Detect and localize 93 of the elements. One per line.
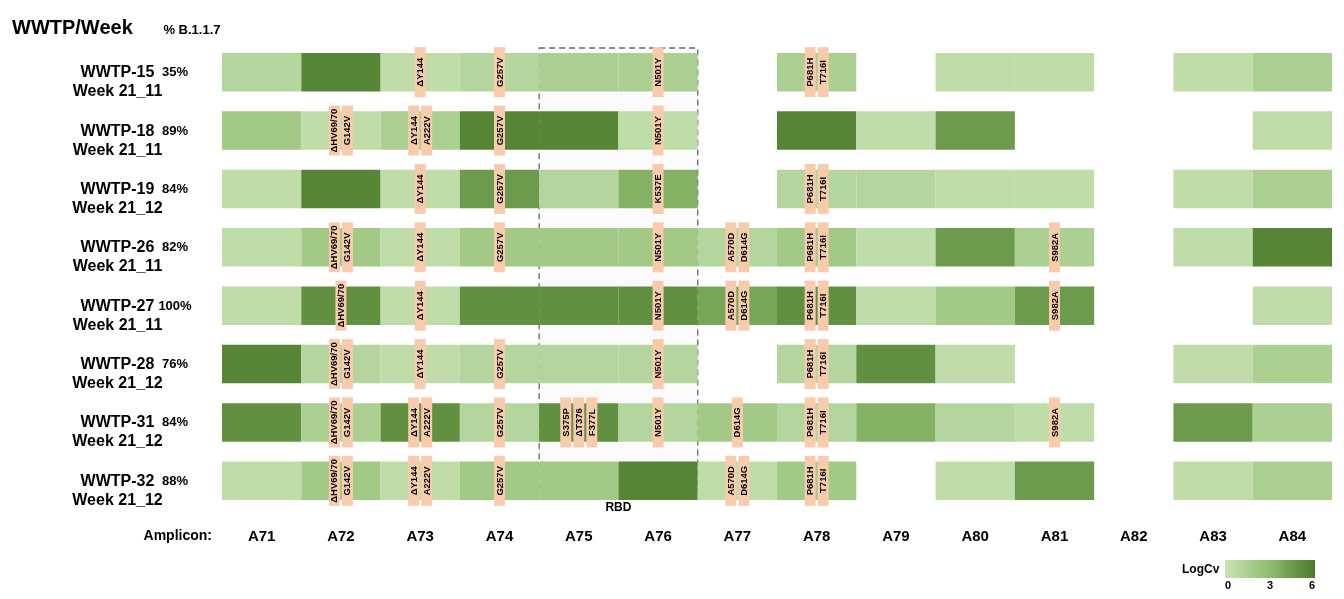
x-tick-label: A83 <box>1199 526 1227 544</box>
text: G142V <box>341 349 353 379</box>
color-bar-label: 3 <box>1266 579 1274 591</box>
text: ΔY144 <box>407 116 419 146</box>
x-tick-label: A84 <box>1278 526 1307 544</box>
y-tick-label: WWTP-15 Week 21_11 <box>72 63 163 100</box>
y-tick-label: WWTP-32 Week 21_12 <box>72 471 163 508</box>
text: P681H <box>804 407 816 437</box>
text: T716I <box>817 60 829 85</box>
text: T716I <box>817 351 829 377</box>
x-tick-label: A77 <box>723 526 752 544</box>
chart-title: WWTP/Week <box>12 16 134 38</box>
y-tick-label: WWTP-26 Week 21_11 <box>72 238 163 275</box>
x-tick-label: A71 <box>247 526 276 544</box>
text: T716I <box>817 235 829 260</box>
y-tick-label: WWTP-19 Week 21_12 <box>72 179 163 216</box>
text: P681H <box>804 291 816 321</box>
text: A570D <box>724 466 736 496</box>
data-label: ΔY144 <box>414 232 426 262</box>
text: A570D <box>724 290 736 321</box>
text: S375P <box>559 408 571 437</box>
text: ΔY144 <box>407 407 419 437</box>
data-label: N501Y <box>652 57 664 87</box>
color-bar-label: 6 <box>1308 579 1315 591</box>
data-label: N501Y <box>652 407 664 437</box>
data-label: S982A <box>1048 232 1060 262</box>
text: T716I <box>817 176 829 202</box>
text: T716I <box>817 293 829 318</box>
color-bar-title: LogCv <box>1182 562 1220 576</box>
y2-tick-label: 84% <box>161 180 189 196</box>
text: G142V <box>341 407 353 438</box>
text: T716I <box>817 410 829 435</box>
text: ΔY144 <box>407 466 419 496</box>
x-axis-title: Amplicon: <box>143 527 212 543</box>
data-label: G257V <box>493 115 505 146</box>
color-bar-label: 0 <box>1225 579 1232 591</box>
y-tick-label: WWTP-28 Week 21_12 <box>72 355 163 392</box>
y2-tick-label: 89% <box>161 122 189 138</box>
text: P681H <box>804 57 816 87</box>
x-tick-label: A73 <box>406 526 434 544</box>
text: A222V <box>420 407 432 437</box>
text: D614G <box>737 465 749 496</box>
data-label: G257V <box>493 465 505 496</box>
text: G142V <box>341 115 353 146</box>
text: A222V <box>420 116 432 146</box>
text: A222V <box>420 466 432 496</box>
x-tick-label: A79 <box>882 526 910 544</box>
text: G142V <box>341 232 353 263</box>
text: D614G <box>737 290 749 321</box>
x-tick-label: A81 <box>1040 526 1069 544</box>
text: D614G <box>737 232 749 263</box>
y2-tick-label: 35% <box>161 64 189 80</box>
data-label: S982A <box>1048 407 1060 437</box>
data-label: G257V <box>493 56 505 87</box>
x-tick-label: A76 <box>644 526 672 544</box>
x-tick-label: A72 <box>327 526 355 544</box>
text: A570D <box>724 232 736 263</box>
text: P681H <box>804 466 816 496</box>
y2-tick-label: 76% <box>161 356 189 372</box>
text: T716I <box>817 468 829 493</box>
text: F377L <box>585 408 597 437</box>
text: P681H <box>804 349 816 379</box>
y2-axis-title: % B.1.1.7 <box>163 22 221 37</box>
text: P681H <box>804 174 816 204</box>
data-label: N501Y <box>652 115 664 146</box>
band-label: RBD <box>605 500 632 514</box>
x-tick-label: A82 <box>1120 526 1148 544</box>
data-label: G257V <box>493 231 505 263</box>
text: ΔT376 <box>572 408 584 437</box>
x-tick-label: A75 <box>565 526 593 544</box>
data-label: N501Y <box>652 290 664 321</box>
data-label: ΔY144 <box>414 348 426 379</box>
y2-tick-label: 88% <box>161 472 189 488</box>
data-label: ΔY144 <box>414 173 426 204</box>
data-label: N501Y <box>652 232 664 262</box>
data-label: ΔY144 <box>414 56 426 87</box>
x-tick-label: A74 <box>485 526 514 544</box>
text: G142V <box>341 466 353 496</box>
y-tick-label: WWTP-18 Week 21_11 <box>72 121 163 158</box>
x-tick-label: A78 <box>802 526 831 544</box>
data-label: N501Y <box>652 348 664 379</box>
y2-tick-label: 84% <box>161 414 189 430</box>
data-label: D614G <box>731 407 743 438</box>
data-label: ΔY144 <box>414 290 426 321</box>
y2-tick-label: 82% <box>161 239 189 255</box>
x-tick-label: A80 <box>961 526 989 544</box>
data-label: G257V <box>493 173 505 204</box>
y-tick-label: WWTP-31 Week 21_12 <box>72 413 163 450</box>
data-label: S982A <box>1048 291 1060 321</box>
data-label: G257V <box>493 348 505 379</box>
data-label: G257V <box>493 406 505 438</box>
data-label: K537E <box>652 174 664 204</box>
text: P681H <box>804 232 816 262</box>
